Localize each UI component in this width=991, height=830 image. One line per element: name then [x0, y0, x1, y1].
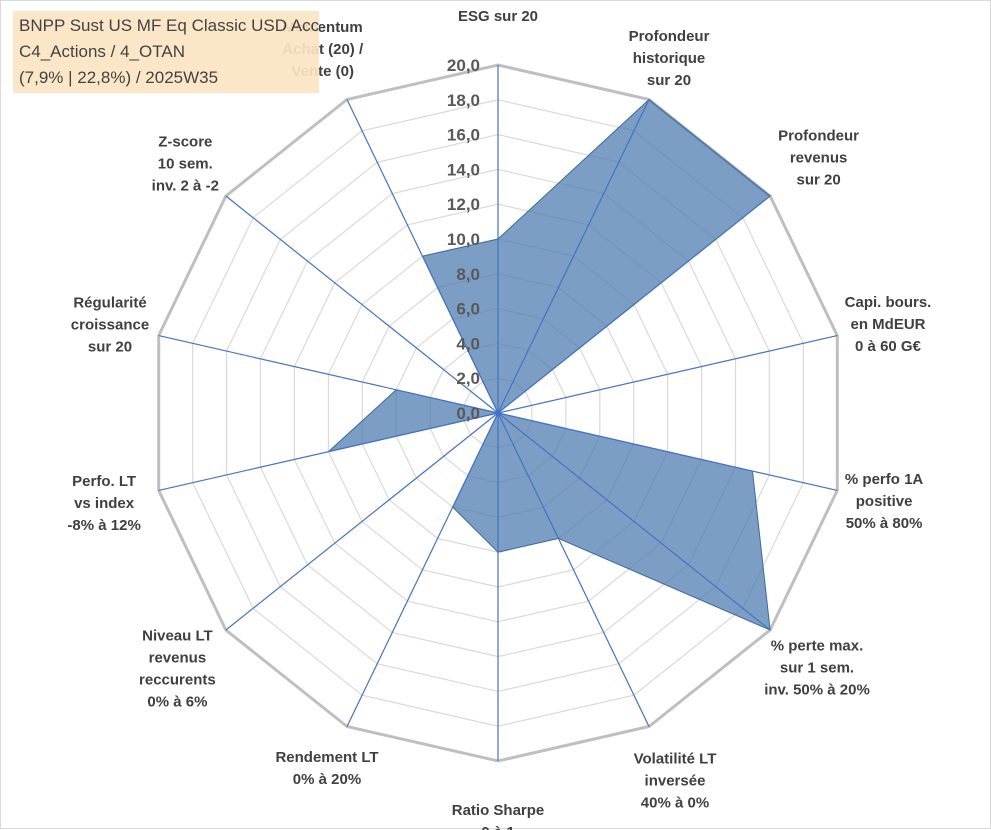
fund-name: BNPP Sust US MF Eq Classic USD Acc: [19, 16, 320, 35]
category-label-line: inv. 2 à -2: [152, 178, 219, 195]
radar-spoke: [346, 412, 499, 727]
radar-spokes: [158, 65, 838, 761]
category-label-line: 40% à 0%: [641, 795, 709, 812]
category-label: % perfo 1A positive 50% à 80%: [845, 471, 924, 532]
radar-spoke: [497, 412, 838, 491]
radar-spoke: [497, 412, 650, 727]
category-label-line: positive: [856, 493, 913, 510]
category-label-line: sur 20: [796, 171, 840, 188]
category-label-line: reccurents: [139, 672, 216, 689]
category-label-line: Profondeur: [629, 28, 710, 45]
fund-stats: (7,9% | 22,8%) / 2025W35: [19, 68, 219, 87]
category-label-line: Rendement LT: [275, 749, 378, 766]
category-label-line: 50% à 80%: [846, 515, 923, 532]
category-label: Note ESG sur 20: [458, 1, 538, 25]
radar-spoke: [497, 99, 650, 414]
category-label: Perfo. LT vs index -8% à 12%: [67, 473, 140, 534]
category-label-line: Capi. bours.: [845, 294, 932, 311]
radar-series-area: [326, 98, 771, 631]
category-label-line: Volatilité LT: [634, 751, 717, 768]
radar-spoke: [158, 412, 499, 491]
category-label-line: 10 sem.: [158, 156, 213, 173]
category-label: Niveau LT revenus reccurents 0% à 6%: [139, 628, 216, 711]
fund-title-box: BNPP Sust US MF Eq Classic USD Acc C4_Ac…: [13, 11, 319, 93]
radar-spoke: [497, 195, 771, 414]
radar-spoke: [497, 335, 838, 414]
tick-label: 10,0: [447, 230, 480, 249]
tick-label: 2,0: [456, 369, 480, 388]
category-label-line: Profondeur: [778, 127, 859, 144]
category-label-line: Régularité: [73, 294, 146, 311]
category-label-line: -8% à 12%: [67, 517, 140, 534]
category-label-line: % perte max.: [771, 637, 864, 654]
category-label: Profondeur historique sur 20: [629, 28, 710, 89]
category-label-line: sur 20: [647, 72, 691, 89]
category-label-line: Niveau LT: [142, 628, 213, 645]
category-label-line: sur 20: [88, 338, 132, 355]
tick-label: 18,0: [447, 91, 480, 110]
tick-label: 0,0: [456, 404, 480, 423]
radar-tick-labels: 0,0 2,0 4,0 6,0 8,0 10,0 12,0 14,0 16,0 18,0 20,0: [447, 56, 480, 423]
category-label: Z-score 10 sem. inv. 2 à -2: [152, 134, 219, 195]
category-label-line: 0% à 6%: [147, 694, 207, 711]
category-label-line: Note: [481, 1, 514, 3]
category-label: Capi. bours. en MdEUR 0 à 60 G€: [845, 294, 932, 355]
tick-label: 12,0: [447, 195, 480, 214]
category-label: Ratio Sharpe 0 à 1: [452, 802, 545, 830]
category-label-line: 0% à 20%: [293, 771, 361, 788]
category-label-line: inv. 50% à 20%: [764, 681, 870, 698]
radar-spoke: [225, 195, 499, 414]
category-label-line: Ratio Sharpe: [452, 802, 545, 819]
category-label-line: ESG sur 20: [458, 8, 538, 25]
category-label-line: inversée: [645, 773, 706, 790]
category-label-line: 0 à 1: [481, 824, 514, 830]
category-label-line: Z-score: [158, 134, 212, 151]
tick-label: 6,0: [456, 300, 480, 319]
category-label-line: % perfo 1A: [845, 471, 924, 488]
radar-spoke: [158, 335, 499, 414]
category-label: Profondeur revenus sur 20: [778, 127, 859, 188]
category-label-line: sur 1 sem.: [780, 659, 854, 676]
category-label-line: revenus: [790, 149, 848, 166]
category-label-line: vs index: [74, 495, 135, 512]
category-label: Volatilité LT inversée 40% à 0%: [634, 751, 717, 812]
category-label-line: revenus: [149, 650, 207, 667]
tick-label: 4,0: [456, 334, 480, 353]
tick-label: 8,0: [456, 265, 480, 284]
tick-label: 14,0: [447, 160, 480, 179]
category-label-line: croissance: [71, 316, 149, 333]
category-label: Rendement LT 0% à 20%: [275, 749, 378, 788]
radar-spoke: [346, 99, 499, 414]
category-label: % perte max. sur 1 sem. inv. 50% à 20%: [764, 637, 870, 698]
category-label-line: 0 à 60 G€: [855, 338, 922, 355]
fund-category: C4_Actions / 4_OTAN: [19, 42, 185, 61]
series-area: [326, 98, 771, 631]
category-label-line: historique: [633, 50, 706, 67]
radar-spoke: [225, 412, 499, 631]
category-label-line: en MdEUR: [851, 316, 926, 333]
tick-label: 16,0: [447, 126, 480, 145]
tick-label: 20,0: [447, 56, 480, 75]
radar-spoke: [497, 412, 771, 631]
category-label: Régularité croissance sur 20: [71, 294, 149, 355]
category-label-line: Perfo. LT: [72, 473, 136, 490]
